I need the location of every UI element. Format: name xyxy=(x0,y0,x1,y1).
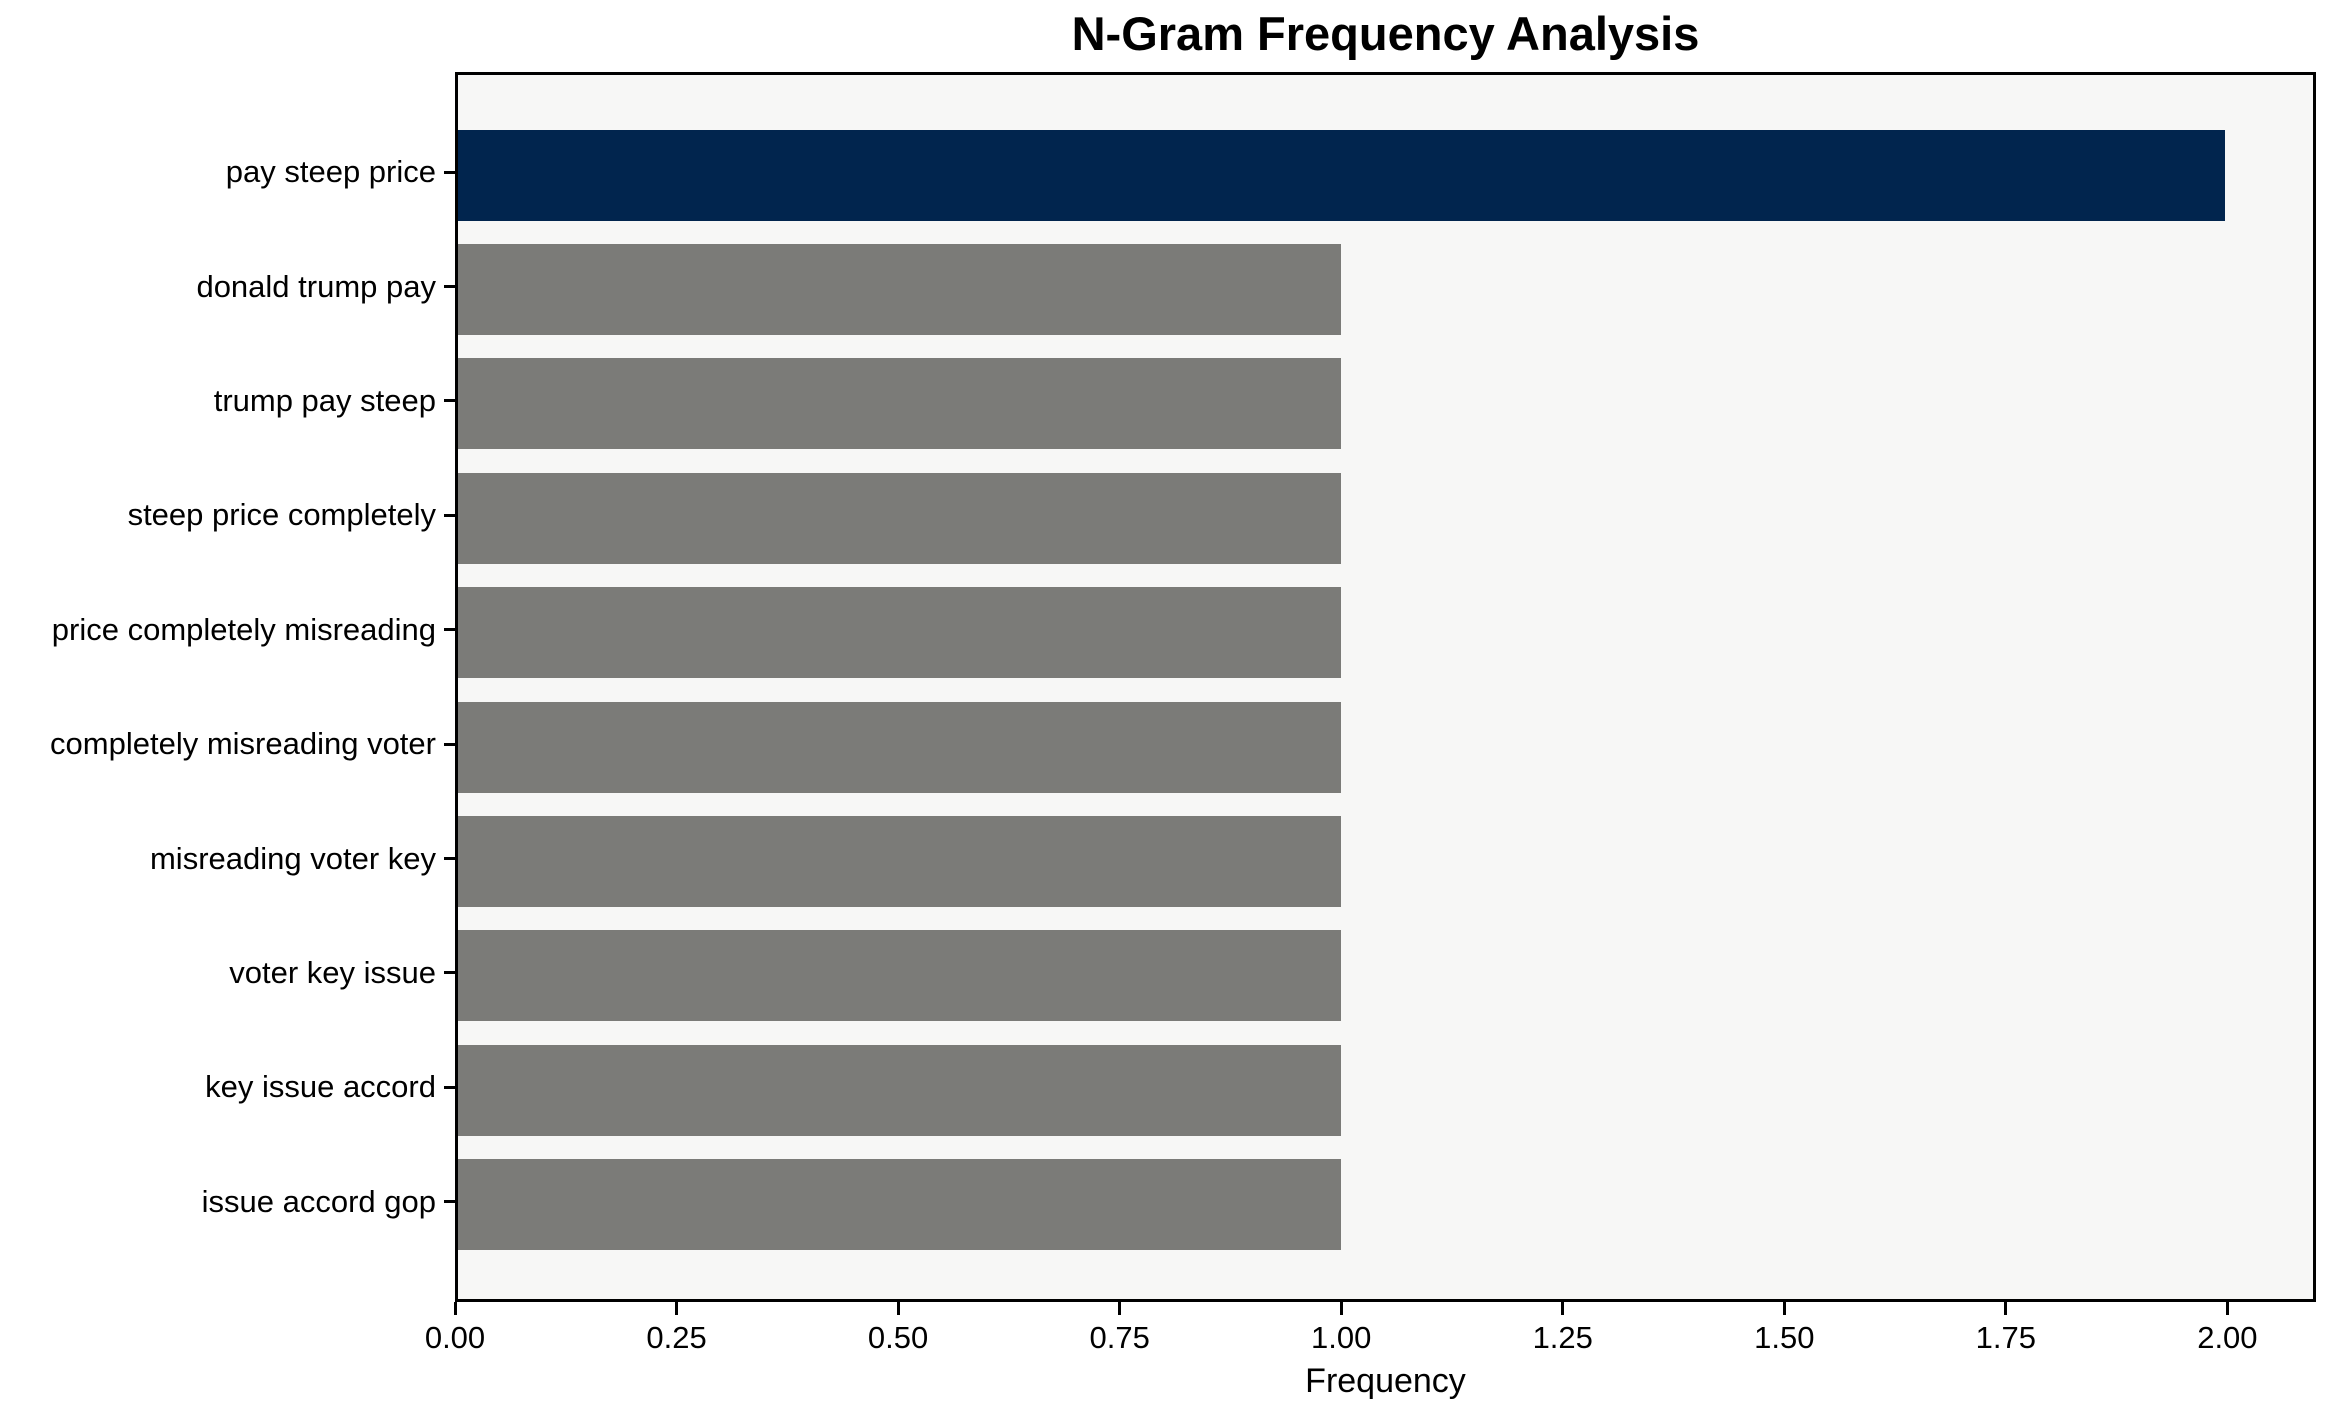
y-row: trump pay steep xyxy=(0,344,455,458)
x-axis-label: Frequency xyxy=(1305,1362,1466,1400)
bar-8 xyxy=(458,1044,1342,1136)
bar-4 xyxy=(458,587,1342,679)
y-tick-label: key issue accord xyxy=(205,1069,436,1105)
y-row: misreading voter key xyxy=(0,801,455,915)
y-tick-mark xyxy=(444,1200,455,1204)
bar-5 xyxy=(458,701,1342,793)
x-tick-label: 0.00 xyxy=(424,1320,486,1355)
chart-title: N-Gram Frequency Analysis xyxy=(1071,7,1700,60)
y-tick-mark xyxy=(444,399,455,403)
x-tick-label: 1.50 xyxy=(1754,1320,1815,1355)
x-tick-mark xyxy=(1782,1302,1786,1315)
y-row: issue accord gop xyxy=(0,1145,455,1259)
y-row: steep price completely xyxy=(0,458,455,572)
y-tick-label: issue accord gop xyxy=(201,1183,436,1219)
x-tick-mark xyxy=(896,1302,900,1315)
y-tick-mark xyxy=(444,628,455,632)
y-tick-label: steep price completely xyxy=(127,497,436,533)
bars-container xyxy=(458,75,2313,1299)
y-tick-mark xyxy=(444,1085,455,1089)
x-tick-mark xyxy=(675,1302,679,1315)
bar-row xyxy=(458,118,2313,232)
bar-0 xyxy=(458,129,2225,221)
bar-row xyxy=(458,347,2313,461)
bar-row xyxy=(458,804,2313,918)
y-tick-label: donald trump pay xyxy=(196,268,436,304)
bar-7 xyxy=(458,930,1342,1022)
x-tick-label: 1.00 xyxy=(1311,1320,1372,1355)
x-tick-mark xyxy=(2225,1302,2229,1315)
y-row: donald trump pay xyxy=(0,229,455,343)
y-row: key issue accord xyxy=(0,1030,455,1144)
x-tick-mark xyxy=(1339,1302,1343,1315)
x-tick-label: 0.25 xyxy=(646,1320,707,1355)
x-tick-label: 0.75 xyxy=(1089,1320,1150,1355)
bar-2 xyxy=(458,358,1342,450)
y-tick-mark xyxy=(444,742,455,746)
x-tick-mark xyxy=(1561,1302,1565,1315)
x-tick-mark xyxy=(1118,1302,1122,1315)
x-tick-label: 0.50 xyxy=(867,1320,929,1355)
bar-3 xyxy=(458,472,1342,564)
y-tick-mark xyxy=(444,170,455,174)
bar-row xyxy=(458,232,2313,346)
y-axis: pay steep price donald trump pay trump pay… xyxy=(0,72,455,1302)
y-tick-mark xyxy=(444,285,455,289)
y-tick-label: price completely misreading xyxy=(51,611,436,647)
x-tick-label: 2.00 xyxy=(2197,1320,2258,1355)
y-tick-mark xyxy=(444,857,455,861)
y-tick-label: trump pay steep xyxy=(213,382,436,418)
bar-6 xyxy=(458,816,1342,908)
x-tick-mark xyxy=(453,1302,457,1315)
x-tick-mark xyxy=(2004,1302,2008,1315)
x-tick-label: 1.75 xyxy=(1975,1320,2036,1355)
bar-row xyxy=(458,690,2313,804)
bar-9 xyxy=(458,1159,1342,1251)
y-row: price completely misreading xyxy=(0,573,455,687)
y-tick-label: pay steep price xyxy=(225,154,436,190)
y-tick-label: voter key issue xyxy=(229,954,436,990)
y-tick-mark xyxy=(444,513,455,517)
y-row: voter key issue xyxy=(0,916,455,1030)
plot-area xyxy=(455,72,2316,1302)
y-tick-label: misreading voter key xyxy=(149,840,436,876)
y-row: completely misreading voter xyxy=(0,687,455,801)
y-tick-label: completely misreading voter xyxy=(50,726,436,762)
bar-row xyxy=(458,919,2313,1033)
y-row: pay steep price xyxy=(0,115,455,229)
x-tick-label: 1.25 xyxy=(1532,1320,1593,1355)
y-tick-mark xyxy=(444,971,455,975)
bar-1 xyxy=(458,244,1342,336)
bar-row xyxy=(458,1148,2313,1262)
bar-row xyxy=(458,576,2313,690)
bar-row xyxy=(458,461,2313,575)
bar-row xyxy=(458,1033,2313,1147)
